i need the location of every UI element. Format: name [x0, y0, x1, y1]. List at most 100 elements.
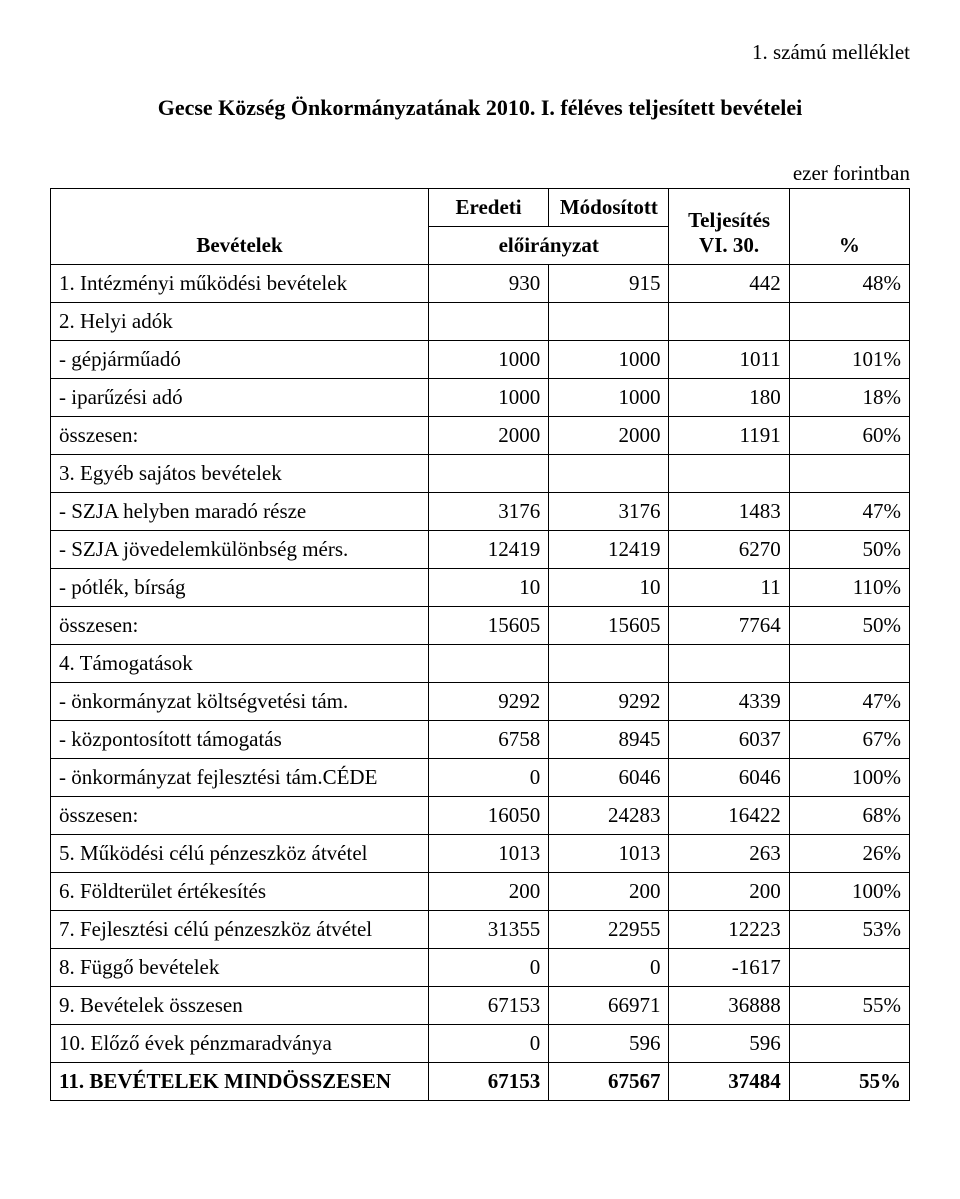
table-row: - központosított támogatás67588945603767…: [51, 721, 910, 759]
row-value-4: 100%: [789, 873, 909, 911]
row-value-1: 3176: [428, 493, 548, 531]
row-value-3: [669, 303, 789, 341]
row-value-2: 0: [549, 949, 669, 987]
row-value-2: 200: [549, 873, 669, 911]
page-title: Gecse Község Önkormányzatának 2010. I. f…: [50, 95, 910, 121]
row-value-1: 15605: [428, 607, 548, 645]
row-value-4: 55%: [789, 987, 909, 1025]
row-value-1: 1000: [428, 341, 548, 379]
row-label: - önkormányzat költségvetési tám.: [51, 683, 429, 721]
row-value-2: 596: [549, 1025, 669, 1063]
row-value-3: 36888: [669, 987, 789, 1025]
row-value-4: 50%: [789, 607, 909, 645]
header-percent: %: [789, 189, 909, 265]
row-value-3: 6037: [669, 721, 789, 759]
row-value-2: [549, 455, 669, 493]
row-value-1: 12419: [428, 531, 548, 569]
row-value-3: 1011: [669, 341, 789, 379]
row-label: - SZJA helyben maradó része: [51, 493, 429, 531]
table-header-row-1: Bevételek Eredeti Módosított Teljesítés …: [51, 189, 910, 227]
row-value-2: 6046: [549, 759, 669, 797]
row-value-2: 15605: [549, 607, 669, 645]
row-value-4: 26%: [789, 835, 909, 873]
header-label: Bevételek: [51, 189, 429, 265]
row-value-2: 66971: [549, 987, 669, 1025]
row-label: 4. Támogatások: [51, 645, 429, 683]
row-label: - SZJA jövedelemkülönbség mérs.: [51, 531, 429, 569]
table-row: 11. BEVÉTELEK MINDÖSSZESEN67153675673748…: [51, 1063, 910, 1101]
header-eloiranyzat: előirányzat: [428, 227, 669, 265]
row-value-4: [789, 949, 909, 987]
row-value-3: 7764: [669, 607, 789, 645]
row-label: 8. Függő bevételek: [51, 949, 429, 987]
row-label: - önkormányzat fejlesztési tám.CÉDE: [51, 759, 429, 797]
header-eredeti: Eredeti: [428, 189, 548, 227]
row-value-2: [549, 303, 669, 341]
row-label: 11. BEVÉTELEK MINDÖSSZESEN: [51, 1063, 429, 1101]
row-value-2: 22955: [549, 911, 669, 949]
row-value-3: 6046: [669, 759, 789, 797]
row-value-1: 10: [428, 569, 548, 607]
row-label: összesen:: [51, 417, 429, 455]
row-value-3: 6270: [669, 531, 789, 569]
table-row: 5. Működési célú pénzeszköz átvétel10131…: [51, 835, 910, 873]
table-row: 8. Függő bevételek00-1617: [51, 949, 910, 987]
row-value-1: 2000: [428, 417, 548, 455]
row-value-3: 596: [669, 1025, 789, 1063]
row-value-4: [789, 645, 909, 683]
row-value-1: [428, 303, 548, 341]
table-row: - pótlék, bírság101011110%: [51, 569, 910, 607]
row-value-3: 180: [669, 379, 789, 417]
row-value-3: [669, 455, 789, 493]
row-value-2: 9292: [549, 683, 669, 721]
row-value-1: [428, 645, 548, 683]
row-value-3: 442: [669, 265, 789, 303]
row-value-4: 48%: [789, 265, 909, 303]
row-value-2: 3176: [549, 493, 669, 531]
row-value-2: [549, 645, 669, 683]
row-value-4: 67%: [789, 721, 909, 759]
row-value-4: 101%: [789, 341, 909, 379]
row-value-3: 12223: [669, 911, 789, 949]
row-value-1: [428, 455, 548, 493]
row-value-1: 31355: [428, 911, 548, 949]
unit-label: ezer forintban: [50, 161, 910, 186]
table-row: összesen:1560515605776450%: [51, 607, 910, 645]
row-value-3: 16422: [669, 797, 789, 835]
table-row: 2. Helyi adók: [51, 303, 910, 341]
row-value-1: 0: [428, 949, 548, 987]
row-label: 9. Bevételek összesen: [51, 987, 429, 1025]
table-row: 1. Intézményi működési bevételek93091544…: [51, 265, 910, 303]
row-value-2: 1000: [549, 379, 669, 417]
row-value-1: 0: [428, 759, 548, 797]
table-row: 4. Támogatások: [51, 645, 910, 683]
row-value-4: 47%: [789, 493, 909, 531]
row-label: 5. Működési célú pénzeszköz átvétel: [51, 835, 429, 873]
table-row: - SZJA helyben maradó része3176317614834…: [51, 493, 910, 531]
row-value-1: 9292: [428, 683, 548, 721]
row-value-1: 200: [428, 873, 548, 911]
row-label: 6. Földterület értékesítés: [51, 873, 429, 911]
row-value-1: 930: [428, 265, 548, 303]
table-row: 3. Egyéb sajátos bevételek: [51, 455, 910, 493]
row-value-4: 50%: [789, 531, 909, 569]
row-value-2: 1013: [549, 835, 669, 873]
row-value-2: 10: [549, 569, 669, 607]
row-label: 7. Fejlesztési célú pénzeszköz átvétel: [51, 911, 429, 949]
row-label: összesen:: [51, 797, 429, 835]
table-row: összesen:16050242831642268%: [51, 797, 910, 835]
row-value-3: 11: [669, 569, 789, 607]
row-value-1: 67153: [428, 1063, 548, 1101]
row-label: 3. Egyéb sajátos bevételek: [51, 455, 429, 493]
row-value-3: 263: [669, 835, 789, 873]
row-value-3: [669, 645, 789, 683]
table-row: 9. Bevételek összesen67153669713688855%: [51, 987, 910, 1025]
row-value-2: 12419: [549, 531, 669, 569]
row-label: 10. Előző évek pénzmaradványa: [51, 1025, 429, 1063]
row-value-1: 1013: [428, 835, 548, 873]
row-value-3: 1483: [669, 493, 789, 531]
row-value-4: 47%: [789, 683, 909, 721]
row-value-4: 68%: [789, 797, 909, 835]
row-value-2: 24283: [549, 797, 669, 835]
row-value-2: 2000: [549, 417, 669, 455]
